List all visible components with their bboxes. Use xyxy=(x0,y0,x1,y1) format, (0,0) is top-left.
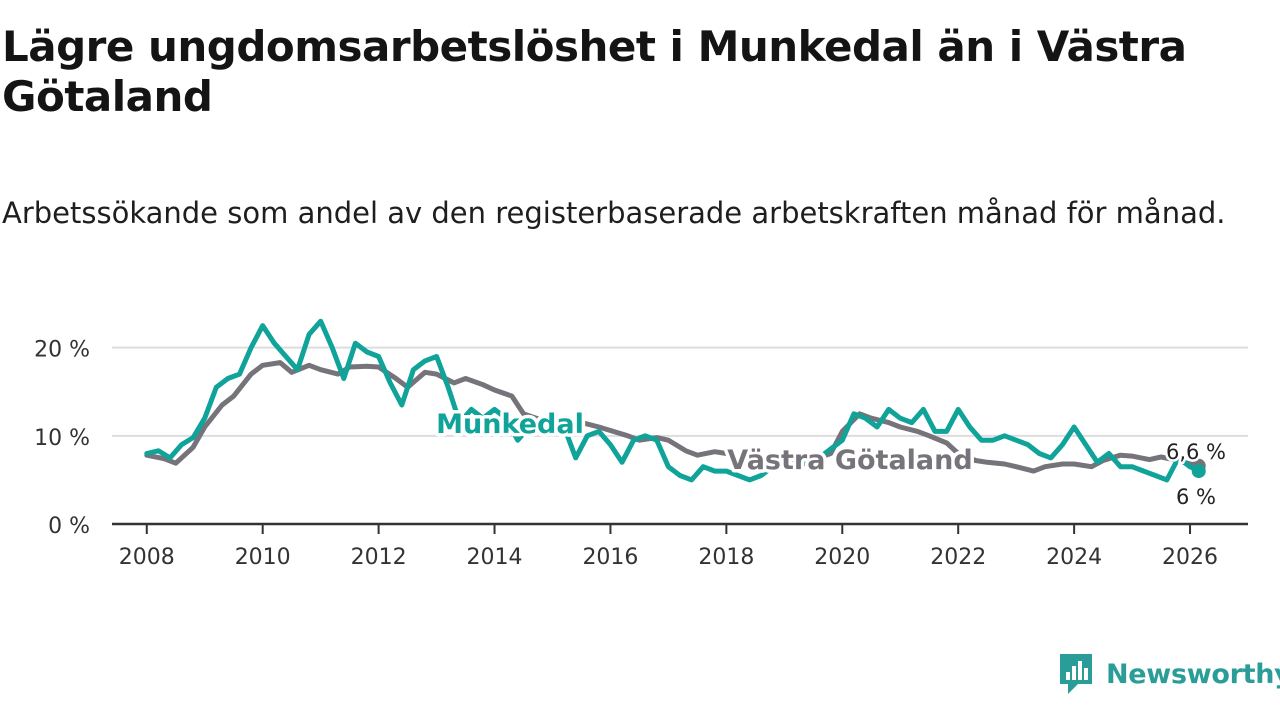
x-tick-label: 2014 xyxy=(467,545,523,570)
chart-subtitle: Arbetssökande som andel av den registerb… xyxy=(2,196,1226,230)
label-layer: Munkedal Västra Götaland 6,6 % 6 % xyxy=(433,406,1229,512)
axis-layer: 0 % 10 % 20 % 2008 2010 2012 2014 2016 2018 2020 2… xyxy=(34,338,1248,570)
grid-layer xyxy=(112,346,1248,437)
series-label-munkedal: Munkedal xyxy=(436,409,584,440)
x-tick-label: 2018 xyxy=(698,545,754,570)
x-tick-label: 2016 xyxy=(582,545,638,570)
x-tick-label: 2024 xyxy=(1046,545,1102,570)
chart-title: Lägre ungdomsarbetslöshet i Munkedal än … xyxy=(2,22,1187,121)
y-tick-label: 0 % xyxy=(48,514,90,539)
y-tick-label: 20 % xyxy=(34,338,90,363)
x-tick-label: 2022 xyxy=(930,545,986,570)
series-line-vastra-gotaland xyxy=(144,360,1202,474)
newsworthy-logo-icon xyxy=(1060,654,1092,694)
series-layer xyxy=(144,318,1206,483)
newsworthy-brand: Newsworthy xyxy=(1058,652,1280,696)
x-tick-label: 2010 xyxy=(235,545,291,570)
end-label-vastra-gotaland: 6,6 % xyxy=(1166,440,1226,464)
brand-name: Newsworthy xyxy=(1106,658,1280,690)
x-tick-label: 2008 xyxy=(119,545,175,570)
x-tick-label: 2026 xyxy=(1162,545,1218,570)
x-tick-label: 2020 xyxy=(814,545,870,570)
y-tick-label: 10 % xyxy=(34,426,90,451)
end-label-munkedal: 6 % xyxy=(1176,485,1216,509)
series-label-vastra-gotaland: Västra Götaland xyxy=(727,445,972,476)
end-point-munkedal xyxy=(1191,464,1206,479)
x-tick-label: 2012 xyxy=(351,545,407,570)
series-line-munkedal xyxy=(144,318,1202,483)
